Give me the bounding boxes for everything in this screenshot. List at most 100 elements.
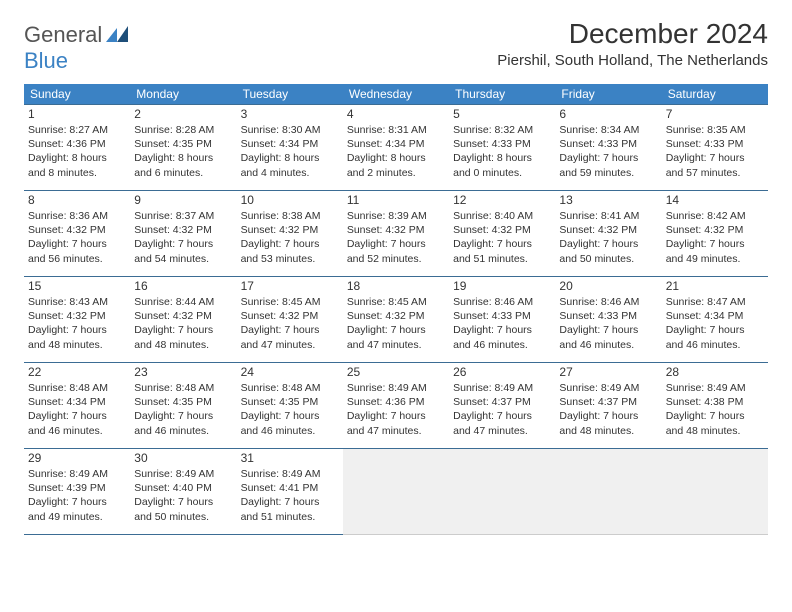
cell-daylight1: Daylight: 7 hours: [559, 237, 657, 251]
cell-sunset: Sunset: 4:33 PM: [559, 309, 657, 323]
cell-sunrise: Sunrise: 8:37 AM: [134, 209, 232, 223]
calendar-cell: 14Sunrise: 8:42 AMSunset: 4:32 PMDayligh…: [662, 191, 768, 277]
cell-sunset: Sunset: 4:35 PM: [241, 395, 339, 409]
calendar-row: 22Sunrise: 8:48 AMSunset: 4:34 PMDayligh…: [24, 363, 768, 449]
cell-daylight2: and 48 minutes.: [28, 338, 126, 352]
cell-sunset: Sunset: 4:33 PM: [453, 309, 551, 323]
location-text: Piershil, South Holland, The Netherlands: [497, 52, 768, 69]
cell-sunset: Sunset: 4:32 PM: [347, 223, 445, 237]
cell-sunrise: Sunrise: 8:31 AM: [347, 123, 445, 137]
cell-daylight2: and 59 minutes.: [559, 166, 657, 180]
weekday-header: Tuesday: [237, 84, 343, 105]
cell-daylight2: and 47 minutes.: [241, 338, 339, 352]
day-number: 21: [666, 279, 764, 293]
cell-sunset: Sunset: 4:32 PM: [559, 223, 657, 237]
cell-daylight1: Daylight: 7 hours: [28, 409, 126, 423]
day-number: 28: [666, 365, 764, 379]
day-number: 15: [28, 279, 126, 293]
cell-sunrise: Sunrise: 8:49 AM: [28, 467, 126, 481]
weekday-header: Wednesday: [343, 84, 449, 105]
cell-sunset: Sunset: 4:36 PM: [347, 395, 445, 409]
cell-sunrise: Sunrise: 8:49 AM: [453, 381, 551, 395]
cell-sunset: Sunset: 4:32 PM: [241, 223, 339, 237]
header: General Blue December 2024 Piershil, Sou…: [24, 18, 768, 74]
day-number: 31: [241, 451, 339, 465]
day-number: 19: [453, 279, 551, 293]
cell-daylight1: Daylight: 7 hours: [559, 151, 657, 165]
cell-sunset: Sunset: 4:32 PM: [134, 309, 232, 323]
cell-sunset: Sunset: 4:32 PM: [453, 223, 551, 237]
logo-text-blue: Blue: [24, 48, 68, 73]
cell-sunset: Sunset: 4:34 PM: [241, 137, 339, 151]
cell-sunrise: Sunrise: 8:30 AM: [241, 123, 339, 137]
calendar-cell: 25Sunrise: 8:49 AMSunset: 4:36 PMDayligh…: [343, 363, 449, 449]
day-number: 3: [241, 107, 339, 121]
cell-daylight1: Daylight: 7 hours: [134, 323, 232, 337]
cell-daylight2: and 46 minutes.: [453, 338, 551, 352]
cell-daylight1: Daylight: 7 hours: [666, 237, 764, 251]
calendar-cell: 23Sunrise: 8:48 AMSunset: 4:35 PMDayligh…: [130, 363, 236, 449]
calendar-cell: 8Sunrise: 8:36 AMSunset: 4:32 PMDaylight…: [24, 191, 130, 277]
cell-daylight1: Daylight: 7 hours: [453, 323, 551, 337]
cell-daylight1: Daylight: 7 hours: [453, 237, 551, 251]
cell-daylight1: Daylight: 7 hours: [28, 237, 126, 251]
day-number: 6: [559, 107, 657, 121]
cell-daylight1: Daylight: 7 hours: [241, 323, 339, 337]
day-number: 17: [241, 279, 339, 293]
cell-sunrise: Sunrise: 8:27 AM: [28, 123, 126, 137]
cell-daylight2: and 48 minutes.: [559, 424, 657, 438]
cell-daylight2: and 46 minutes.: [241, 424, 339, 438]
calendar-row: 29Sunrise: 8:49 AMSunset: 4:39 PMDayligh…: [24, 449, 768, 535]
cell-sunset: Sunset: 4:32 PM: [666, 223, 764, 237]
calendar-cell: 1Sunrise: 8:27 AMSunset: 4:36 PMDaylight…: [24, 105, 130, 191]
cell-sunrise: Sunrise: 8:36 AM: [28, 209, 126, 223]
cell-sunrise: Sunrise: 8:39 AM: [347, 209, 445, 223]
cell-daylight1: Daylight: 7 hours: [241, 409, 339, 423]
day-number: 27: [559, 365, 657, 379]
calendar-cell: 17Sunrise: 8:45 AMSunset: 4:32 PMDayligh…: [237, 277, 343, 363]
cell-sunset: Sunset: 4:39 PM: [28, 481, 126, 495]
cell-sunrise: Sunrise: 8:44 AM: [134, 295, 232, 309]
day-number: 29: [28, 451, 126, 465]
cell-sunset: Sunset: 4:41 PM: [241, 481, 339, 495]
cell-sunset: Sunset: 4:32 PM: [28, 223, 126, 237]
day-number: 18: [347, 279, 445, 293]
weekday-header: Thursday: [449, 84, 555, 105]
calendar-body: 1Sunrise: 8:27 AMSunset: 4:36 PMDaylight…: [24, 105, 768, 535]
cell-sunset: Sunset: 4:32 PM: [134, 223, 232, 237]
calendar-cell-empty: [449, 449, 555, 535]
cell-daylight2: and 46 minutes.: [559, 338, 657, 352]
calendar-cell: 18Sunrise: 8:45 AMSunset: 4:32 PMDayligh…: [343, 277, 449, 363]
cell-daylight2: and 57 minutes.: [666, 166, 764, 180]
cell-sunset: Sunset: 4:34 PM: [347, 137, 445, 151]
cell-sunset: Sunset: 4:35 PM: [134, 395, 232, 409]
cell-daylight1: Daylight: 7 hours: [559, 409, 657, 423]
cell-sunrise: Sunrise: 8:46 AM: [453, 295, 551, 309]
day-number: 4: [347, 107, 445, 121]
cell-daylight2: and 46 minutes.: [28, 424, 126, 438]
cell-sunset: Sunset: 4:36 PM: [28, 137, 126, 151]
cell-sunset: Sunset: 4:32 PM: [241, 309, 339, 323]
day-number: 5: [453, 107, 551, 121]
cell-daylight2: and 52 minutes.: [347, 252, 445, 266]
logo-text-general: General: [24, 22, 102, 47]
cell-daylight2: and 54 minutes.: [134, 252, 232, 266]
cell-daylight1: Daylight: 7 hours: [28, 323, 126, 337]
cell-daylight2: and 6 minutes.: [134, 166, 232, 180]
cell-sunset: Sunset: 4:40 PM: [134, 481, 232, 495]
day-number: 22: [28, 365, 126, 379]
cell-daylight2: and 56 minutes.: [28, 252, 126, 266]
cell-daylight1: Daylight: 7 hours: [559, 323, 657, 337]
cell-daylight2: and 50 minutes.: [134, 510, 232, 524]
cell-sunrise: Sunrise: 8:46 AM: [559, 295, 657, 309]
cell-daylight2: and 51 minutes.: [241, 510, 339, 524]
calendar-cell: 9Sunrise: 8:37 AMSunset: 4:32 PMDaylight…: [130, 191, 236, 277]
calendar-cell: 7Sunrise: 8:35 AMSunset: 4:33 PMDaylight…: [662, 105, 768, 191]
calendar-cell: 28Sunrise: 8:49 AMSunset: 4:38 PMDayligh…: [662, 363, 768, 449]
cell-sunrise: Sunrise: 8:49 AM: [134, 467, 232, 481]
cell-daylight2: and 53 minutes.: [241, 252, 339, 266]
cell-sunrise: Sunrise: 8:42 AM: [666, 209, 764, 223]
calendar-cell: 13Sunrise: 8:41 AMSunset: 4:32 PMDayligh…: [555, 191, 661, 277]
cell-daylight1: Daylight: 7 hours: [134, 237, 232, 251]
cell-sunset: Sunset: 4:37 PM: [453, 395, 551, 409]
